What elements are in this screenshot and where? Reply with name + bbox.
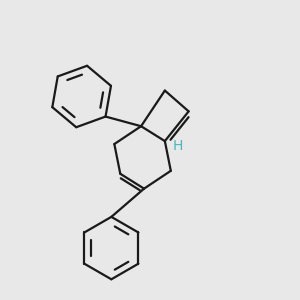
Text: H: H <box>173 139 183 152</box>
